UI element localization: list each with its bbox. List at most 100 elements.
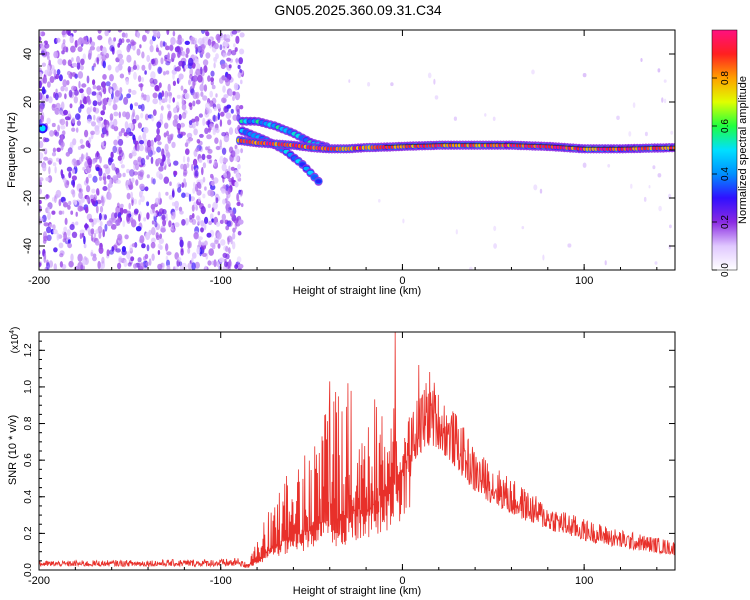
spectrogram-noise-blob <box>214 239 219 245</box>
snr-x-tick-label: -100 <box>210 575 232 587</box>
spectrogram-noise-blob <box>194 116 200 123</box>
spectrogram-noise-blob <box>235 169 240 175</box>
spectrogram-noise-blob <box>178 113 182 121</box>
spectrogram-noise-blob <box>117 138 124 146</box>
colorbar-tick-label: 0.6 <box>720 119 731 133</box>
spectrogram-noise-blob <box>202 193 206 199</box>
spectrogram-noise-blob <box>109 40 115 47</box>
spectrogram-noise-blob <box>101 46 107 55</box>
spectrogram-noise-blob <box>163 176 170 184</box>
spectrogram-noise-blob <box>181 182 185 189</box>
spectrogram-noise-blob <box>114 90 120 97</box>
spectrogram-noise-blob <box>203 84 208 92</box>
spectrogram-noise-blob <box>117 30 122 33</box>
spectrogram-noise-blob <box>90 130 96 135</box>
spectrogram-noise-blob <box>92 253 97 258</box>
spectrogram-noise-blob <box>64 217 68 225</box>
spectrogram-noise-blob <box>67 59 72 67</box>
spectrogram-noise-blob <box>192 252 197 259</box>
spectrogram-noise-blob <box>101 198 105 207</box>
spectrogram-noise-blob <box>140 112 144 119</box>
spectrogram-noise-blob <box>234 181 239 188</box>
spectrogram-noise-blob <box>102 74 107 80</box>
spectrogram-noise-blob <box>164 96 168 103</box>
spectrogram-noise-blob <box>156 127 160 135</box>
spectrogram-noise-blob <box>62 238 66 243</box>
spectrogram-speckle <box>567 243 572 248</box>
spectrogram-noise-blob <box>91 65 95 71</box>
spectrogram-noise-blob <box>232 114 238 121</box>
spectrogram-noise-blob <box>118 257 123 263</box>
spectrogram-noise-blob <box>181 262 187 270</box>
spectrogram-noise-blob <box>225 225 230 231</box>
spectrogram-noise-blob <box>56 147 61 153</box>
spectrogram-noise-blob <box>88 218 94 223</box>
spectrogram-noise-blob <box>201 252 207 257</box>
spectrogram-noise-blob <box>118 38 123 46</box>
spectrogram-noise-blob <box>97 35 103 41</box>
spectrogram-y-tick-label: -20 <box>22 190 34 206</box>
spectrogram-noise-blob <box>172 119 178 127</box>
spectrogram-noise-blob <box>107 183 113 188</box>
spectrogram-noise-blob <box>85 140 90 148</box>
spectrogram-noise-blob <box>182 155 186 163</box>
spectrogram-noise-blob <box>156 121 162 129</box>
spectrogram-noise-blob <box>191 213 195 219</box>
spectrogram-noise-blob <box>144 113 149 121</box>
snr-series-line <box>39 332 675 568</box>
spectrogram-noise-blob <box>53 247 58 253</box>
spectrogram-noise-blob <box>83 243 87 249</box>
spectrogram-noise-blob <box>126 38 131 43</box>
spectrogram-noise-blob <box>100 110 105 116</box>
spectrogram-noise-blob <box>125 32 128 38</box>
spectrogram-noise-blob <box>142 34 147 42</box>
spectrogram-noise-blob <box>176 123 181 131</box>
spectrogram-noise-blob <box>133 208 139 215</box>
spectrogram-noise-blob <box>59 59 62 65</box>
spectrogram-noise-blob <box>96 190 100 196</box>
spectrogram-noise-blob <box>59 261 64 268</box>
spectrogram-speckle <box>582 162 587 168</box>
spectrogram-noise-blob <box>158 238 164 244</box>
spectrogram-x-tick-label: -100 <box>210 275 232 287</box>
spectrogram-noise-blob <box>47 211 51 221</box>
spectrogram-noise-blob <box>77 46 83 52</box>
spectrogram-noise-blob <box>237 163 241 170</box>
spectrogram-speckle <box>668 193 672 200</box>
spectrogram-noise-blob <box>84 222 88 231</box>
spectrogram-noise-blob <box>78 80 81 89</box>
spectrogram-noise-blob <box>110 224 117 230</box>
spectrogram-noise-blob <box>95 240 100 246</box>
spectrogram-noise-blob <box>195 205 199 211</box>
spectrogram-speckle <box>492 116 496 122</box>
spectrogram-noise-blob <box>171 202 176 207</box>
spectrogram-noise-blob <box>209 123 214 128</box>
spectrogram-noise-blob <box>220 34 225 41</box>
spectrogram-noise-blob <box>235 173 241 179</box>
chart-title: GN05.2025.360.09.31.C34 <box>274 2 442 18</box>
spectrogram-noise-blob <box>101 54 107 62</box>
spectrogram-noise-blob <box>240 203 244 208</box>
spectrogram-noise-blob <box>204 265 207 270</box>
spectrogram-noise-blob <box>139 235 145 244</box>
spectrogram-noise-blob <box>238 219 244 225</box>
spectrogram-noise-blob <box>122 33 126 38</box>
spectrogram-noise-blob <box>139 140 144 145</box>
spectrogram-noise-blob <box>146 244 150 252</box>
spectrogram-noise-blob <box>167 52 170 60</box>
spectrogram-noise-blob <box>158 98 162 106</box>
spectrogram-noise-blob <box>139 262 145 270</box>
spectrogram-x-tick-label: -200 <box>28 275 50 287</box>
spectrogram-noise-blob <box>71 231 78 238</box>
spectrogram-noise-blob <box>150 139 154 147</box>
spectrogram-noise-blob <box>106 124 109 131</box>
spectrogram-noise-blob <box>165 243 168 252</box>
spectrogram-noise-blob <box>113 139 119 146</box>
spectrogram-noise-blob <box>213 259 217 268</box>
spectrogram-noise-blob <box>167 112 171 121</box>
spectrogram-noise-blob <box>109 74 114 82</box>
spectrogram-y-label: Frequency (Hz) <box>6 112 18 188</box>
spectrogram-noise-blob <box>124 121 129 129</box>
spectrogram-noise-blob <box>228 165 231 173</box>
spectrogram-noise-blob <box>234 91 241 101</box>
